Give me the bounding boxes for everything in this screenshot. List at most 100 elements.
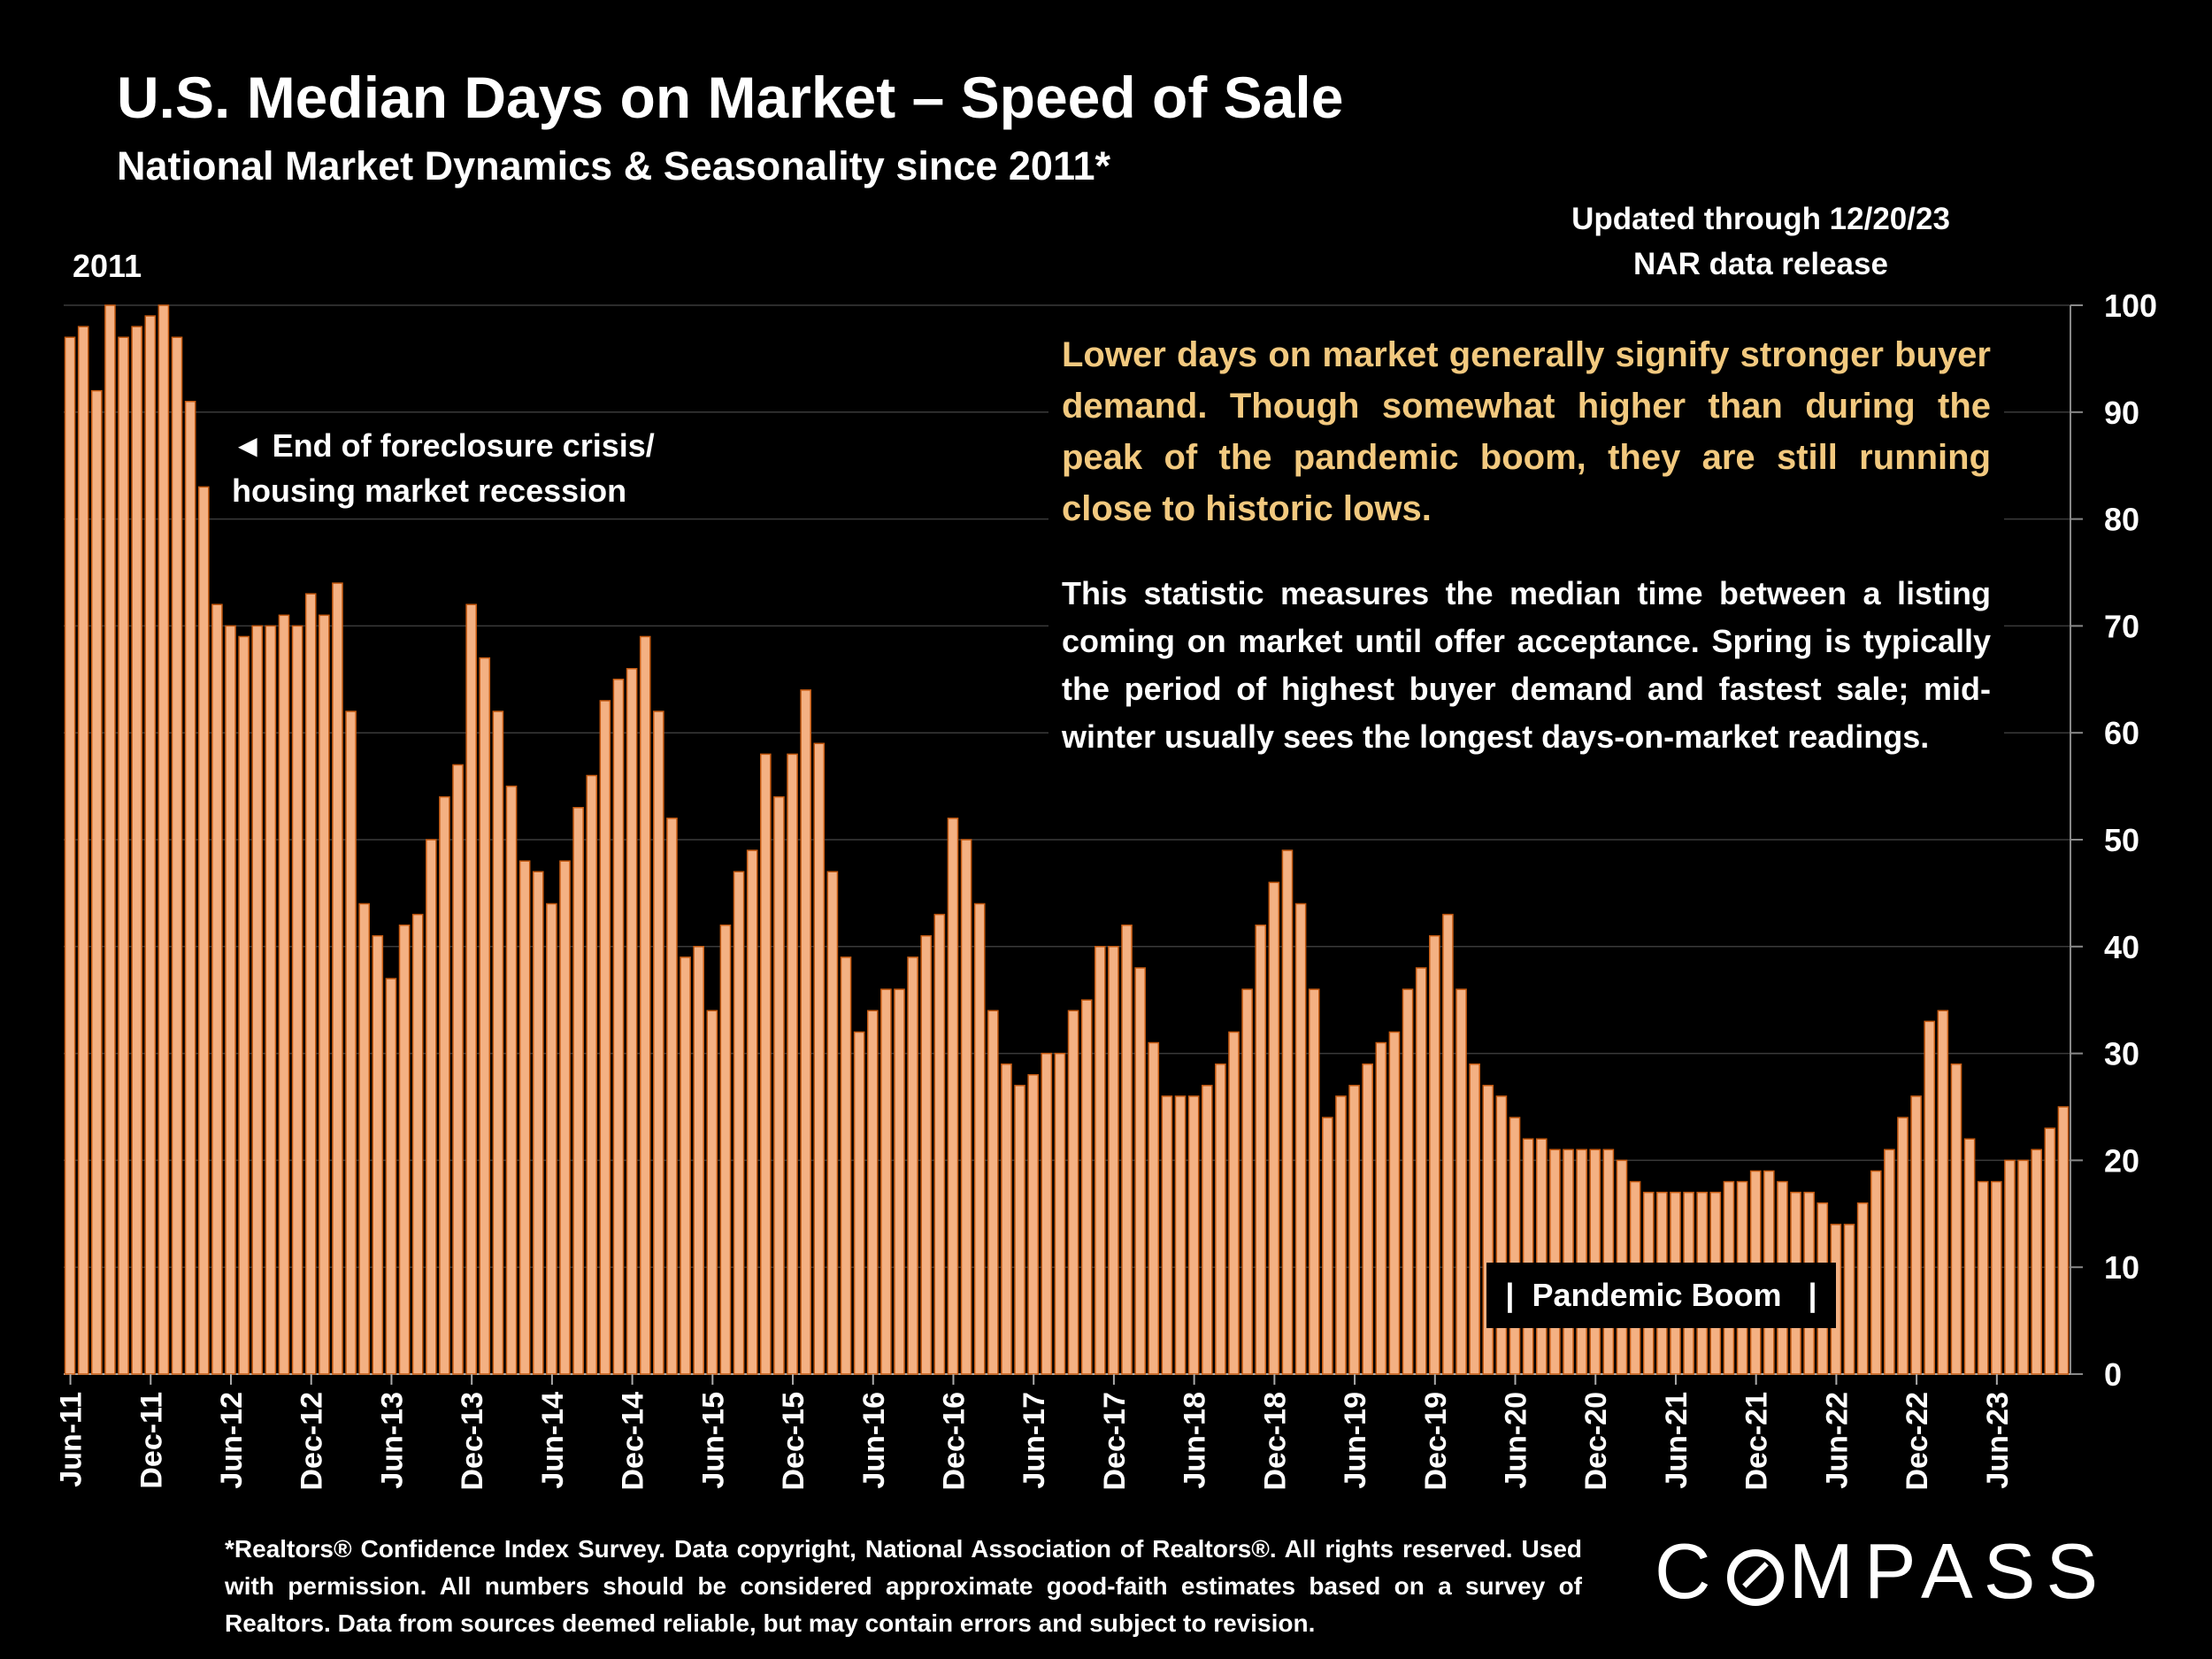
data-bar	[826, 871, 839, 1375]
x-tick-label: Jun-20	[1500, 1392, 1533, 1489]
data-bar	[197, 486, 210, 1375]
data-bar	[1937, 1010, 1949, 1375]
data-bar	[572, 807, 584, 1375]
data-bar	[1281, 849, 1294, 1375]
data-bar	[2057, 1106, 2070, 1375]
y-tick-label: 70	[2104, 608, 2139, 644]
data-bar	[77, 326, 89, 1375]
data-bar	[1121, 924, 1133, 1375]
x-tick-label: Dec-13	[456, 1392, 489, 1491]
data-bar	[1884, 1148, 1895, 1375]
data-bar	[439, 795, 450, 1375]
data-bar	[759, 753, 772, 1375]
data-bar	[2017, 1159, 2029, 1375]
data-bar	[933, 913, 946, 1375]
x-tick-label: Jun-19	[1339, 1392, 1372, 1489]
data-bar	[1067, 1010, 1079, 1375]
y-tick-label: 60	[2104, 715, 2139, 751]
data-bar	[238, 635, 250, 1375]
data-bar	[800, 689, 811, 1375]
data-bar	[1415, 967, 1427, 1375]
data-bar	[225, 625, 236, 1375]
x-tick-label: Jun-15	[696, 1392, 730, 1489]
data-bar	[398, 924, 411, 1375]
data-bar	[1977, 1180, 1989, 1375]
y-tick-label: 40	[2104, 929, 2139, 965]
data-bar	[1148, 1041, 1160, 1375]
data-bar	[1963, 1138, 1976, 1375]
data-bar	[719, 924, 732, 1375]
data-bar	[1535, 1138, 1548, 1375]
data-bar	[1335, 1095, 1347, 1375]
y-tick-label: 0	[2104, 1356, 2122, 1393]
data-bar	[1870, 1170, 1882, 1375]
data-bar	[1187, 1095, 1200, 1375]
data-bar	[920, 934, 933, 1375]
x-tick-label: Dec-17	[1098, 1392, 1132, 1491]
data-bar	[546, 902, 557, 1375]
data-bar	[345, 710, 357, 1375]
data-bar	[1549, 1148, 1561, 1375]
x-tick-label: Jun-18	[1179, 1392, 1212, 1489]
page-title: U.S. Median Days on Market – Speed of Sa…	[117, 65, 1344, 130]
source-footnote: *Realtors® Confidence Index Survey. Data…	[225, 1535, 1582, 1637]
x-tick-label: Dec-20	[1579, 1392, 1613, 1491]
data-bar	[1442, 913, 1454, 1375]
y-tick-label: 90	[2104, 395, 2139, 431]
update-note-date: Updated through 12/20/23	[1571, 202, 1950, 236]
data-bar	[131, 326, 142, 1375]
data-bar	[1482, 1085, 1494, 1375]
data-bar	[505, 785, 518, 1375]
data-bar	[372, 934, 384, 1375]
data-bar	[465, 603, 477, 1375]
data-bar	[118, 336, 129, 1375]
data-bar	[1843, 1224, 1855, 1375]
data-bar	[1228, 1031, 1240, 1375]
data-bar	[1014, 1085, 1025, 1375]
data-bar	[1308, 988, 1320, 1375]
data-bar	[1134, 967, 1146, 1375]
data-bar	[733, 871, 745, 1375]
data-bar	[1602, 1148, 1615, 1375]
x-tick-label: Jun-13	[375, 1392, 409, 1489]
x-tick-label: Dec-22	[1901, 1392, 1934, 1491]
data-bar	[1388, 1031, 1401, 1375]
data-bar	[1522, 1138, 1534, 1375]
data-bar	[411, 913, 424, 1375]
data-bar	[1563, 1148, 1574, 1375]
x-tick-label: Dec-21	[1740, 1392, 1774, 1491]
data-bar	[452, 764, 464, 1375]
y-tick-label: 100	[2104, 288, 2157, 324]
x-tick-label: Dec-19	[1419, 1392, 1453, 1491]
data-bar	[973, 902, 986, 1375]
data-bar	[64, 336, 76, 1375]
data-bar	[666, 818, 678, 1375]
data-bar	[1108, 946, 1119, 1375]
data-bar	[1241, 988, 1253, 1375]
data-bar	[291, 625, 303, 1375]
data-bar	[1348, 1085, 1360, 1375]
data-bar	[1509, 1117, 1521, 1375]
data-bar	[866, 1010, 879, 1375]
x-tick-label: Dec-11	[134, 1392, 168, 1489]
data-bar	[1991, 1180, 2002, 1375]
data-bar	[1094, 946, 1106, 1375]
data-bar	[1294, 902, 1307, 1375]
data-bar	[2044, 1127, 2056, 1375]
data-bar	[813, 742, 826, 1375]
data-bar	[880, 988, 892, 1375]
y-tick-label: 50	[2104, 822, 2139, 858]
data-bar	[639, 635, 651, 1375]
data-bar	[2004, 1159, 2016, 1375]
data-bar	[1910, 1095, 1922, 1375]
y-tick-label: 10	[2104, 1249, 2139, 1286]
data-bar	[278, 614, 290, 1375]
data-bar	[532, 871, 544, 1375]
x-tick-label: Jun-12	[215, 1392, 249, 1489]
data-bar	[853, 1031, 865, 1375]
data-bar	[104, 304, 116, 1375]
data-bar	[1080, 999, 1093, 1375]
y-tick-label: 80	[2104, 502, 2139, 538]
data-bar	[1161, 1095, 1173, 1375]
data-bar	[680, 956, 691, 1375]
